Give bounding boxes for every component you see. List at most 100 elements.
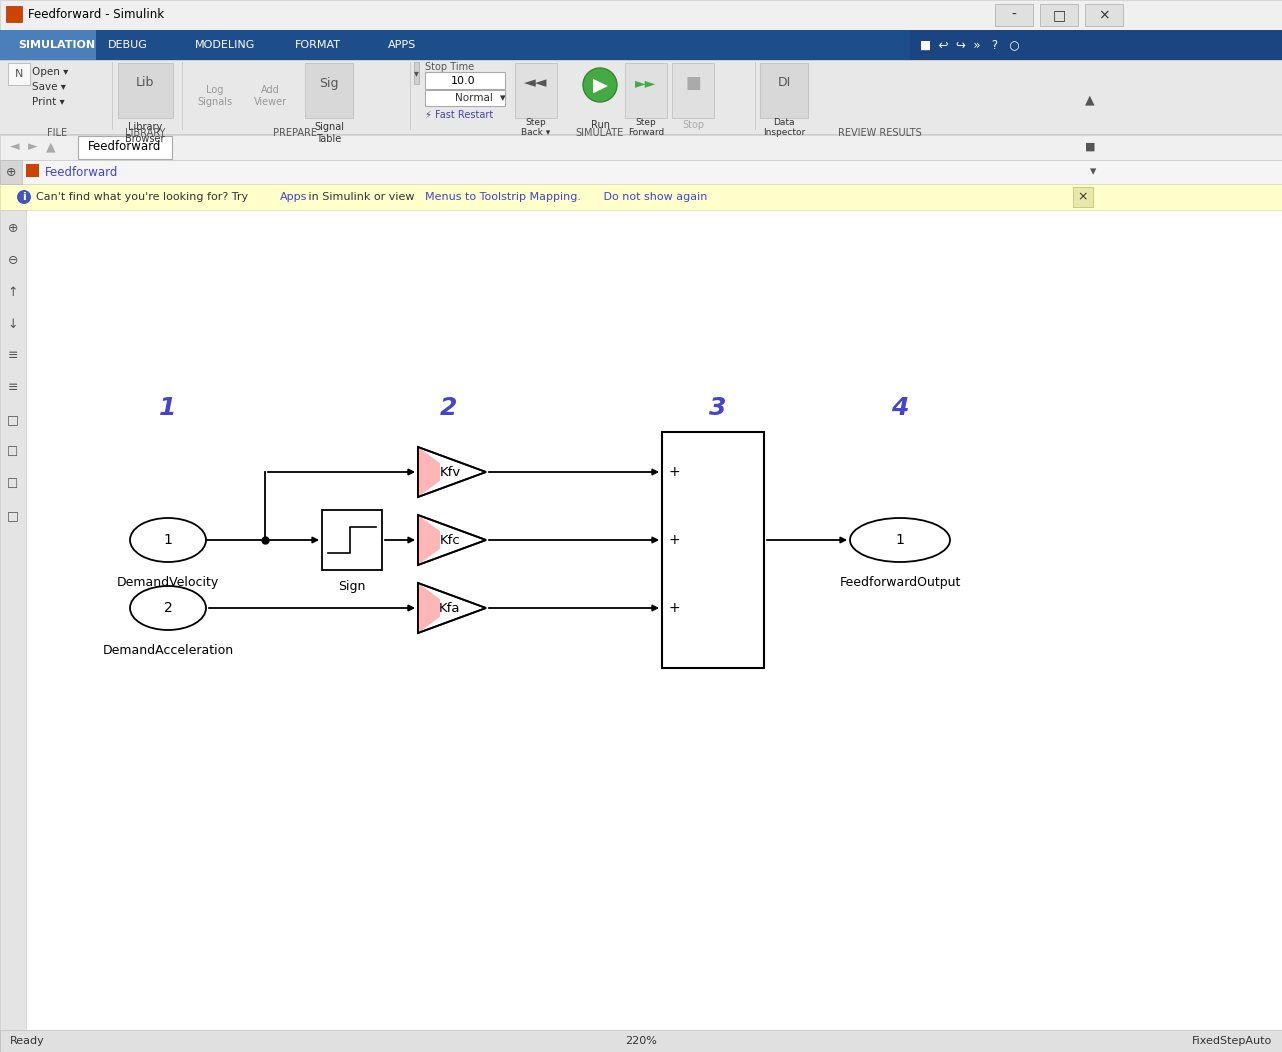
Text: 3: 3	[709, 396, 727, 420]
Text: 4: 4	[891, 396, 909, 420]
Text: 1: 1	[159, 396, 177, 420]
Text: DemandAcceleration: DemandAcceleration	[103, 644, 233, 658]
Text: 10.0: 10.0	[451, 76, 476, 86]
Bar	[26, 164, 38, 177]
Bar	[0, 160, 22, 184]
Text: Lib: Lib	[136, 77, 154, 89]
Text: ↓: ↓	[8, 318, 18, 330]
Bar	[118, 63, 173, 118]
Text: Data
Inspector: Data Inspector	[763, 118, 805, 138]
Ellipse shape	[129, 586, 206, 630]
Text: Signal
Table: Signal Table	[314, 122, 344, 144]
Bar	[414, 62, 419, 84]
Text: ⊖: ⊖	[8, 254, 18, 266]
Text: Step
Back ▾: Step Back ▾	[522, 118, 551, 138]
Text: Feedforward: Feedforward	[88, 141, 162, 154]
Text: ≡: ≡	[8, 382, 18, 394]
Polygon shape	[418, 515, 486, 565]
Text: Kfc: Kfc	[440, 533, 460, 546]
Text: □: □	[8, 413, 19, 426]
Text: APPS: APPS	[388, 40, 417, 50]
Text: +: +	[669, 601, 681, 615]
Polygon shape	[418, 447, 440, 497]
Bar	[6, 6, 22, 22]
Text: ◄: ◄	[10, 141, 19, 154]
Text: DemandVelocity: DemandVelocity	[117, 576, 219, 589]
Text: SIMULATION: SIMULATION	[18, 40, 95, 50]
Text: LIBRARY: LIBRARY	[124, 128, 165, 138]
Ellipse shape	[129, 518, 206, 562]
Text: □: □	[1053, 8, 1065, 22]
Text: -: -	[1011, 8, 1017, 22]
Text: 1: 1	[164, 533, 173, 547]
Text: ►►: ►►	[636, 76, 656, 90]
Bar	[672, 63, 714, 118]
Text: Menus to Toolstrip Mapping.: Menus to Toolstrip Mapping.	[426, 193, 581, 202]
Ellipse shape	[583, 68, 617, 102]
Text: ⊕: ⊕	[8, 222, 18, 235]
Bar	[8, 63, 29, 85]
Text: ☐: ☐	[8, 445, 19, 459]
Bar	[0, 31, 96, 60]
Text: ≡: ≡	[8, 349, 18, 363]
Text: +: +	[669, 533, 681, 547]
Text: Do not show again: Do not show again	[600, 193, 708, 202]
Bar	[1085, 4, 1123, 26]
Text: ×: ×	[1099, 8, 1110, 22]
Bar	[995, 4, 1033, 26]
Text: Library
Browser: Library Browser	[126, 122, 165, 144]
Text: Run: Run	[591, 120, 609, 130]
Bar	[0, 210, 26, 1050]
Text: 2: 2	[440, 396, 456, 420]
Text: Save ▾: Save ▾	[32, 82, 65, 92]
Bar	[0, 160, 1282, 184]
Text: ▲: ▲	[46, 141, 55, 154]
Ellipse shape	[17, 190, 31, 204]
Text: Log
Signals: Log Signals	[197, 85, 232, 106]
Text: ▾: ▾	[1090, 165, 1096, 179]
Text: Kfa: Kfa	[440, 602, 460, 614]
Text: FeedforwardOutput: FeedforwardOutput	[840, 576, 960, 589]
Text: in Simulink or view: in Simulink or view	[305, 193, 418, 202]
Text: ■  ↩  ↪  »   ?   ○: ■ ↩ ↪ » ? ○	[920, 39, 1019, 52]
Bar	[78, 136, 172, 159]
Text: Sign: Sign	[338, 580, 365, 593]
Bar	[0, 60, 1282, 135]
Text: ▶: ▶	[592, 76, 608, 95]
Bar	[1040, 4, 1078, 26]
Text: 2: 2	[164, 601, 172, 615]
Text: MODELING: MODELING	[195, 40, 255, 50]
Text: Kfv: Kfv	[440, 465, 460, 479]
Text: i: i	[22, 193, 26, 202]
Text: ×: ×	[1078, 190, 1088, 203]
Text: Stop Time: Stop Time	[426, 62, 474, 72]
Text: ⚡ Fast Restart: ⚡ Fast Restart	[426, 110, 494, 120]
Bar	[626, 63, 667, 118]
Bar	[1073, 187, 1094, 207]
Text: PREPARE: PREPARE	[273, 128, 317, 138]
Text: 1: 1	[896, 533, 904, 547]
Bar	[426, 90, 505, 106]
Text: ↑: ↑	[8, 285, 18, 299]
Text: REVIEW RESULTS: REVIEW RESULTS	[838, 128, 922, 138]
Text: ▾: ▾	[414, 68, 418, 78]
Text: Stop: Stop	[682, 120, 704, 130]
Bar	[0, 31, 1282, 60]
Text: Feedforward: Feedforward	[45, 165, 118, 179]
Bar	[322, 510, 382, 570]
Text: FILE: FILE	[47, 128, 67, 138]
Text: ▲: ▲	[1085, 94, 1095, 106]
Text: Open ▾: Open ▾	[32, 67, 68, 77]
Bar	[305, 63, 353, 118]
Bar	[662, 432, 764, 668]
Text: ►: ►	[28, 141, 37, 154]
Text: N: N	[15, 69, 23, 79]
Bar	[760, 63, 808, 118]
Polygon shape	[418, 583, 440, 633]
Text: DEBUG: DEBUG	[108, 40, 147, 50]
Polygon shape	[418, 515, 440, 565]
Text: Print ▾: Print ▾	[32, 97, 65, 107]
Polygon shape	[418, 583, 486, 633]
Text: ◄◄: ◄◄	[524, 76, 547, 90]
Text: +: +	[669, 465, 681, 479]
